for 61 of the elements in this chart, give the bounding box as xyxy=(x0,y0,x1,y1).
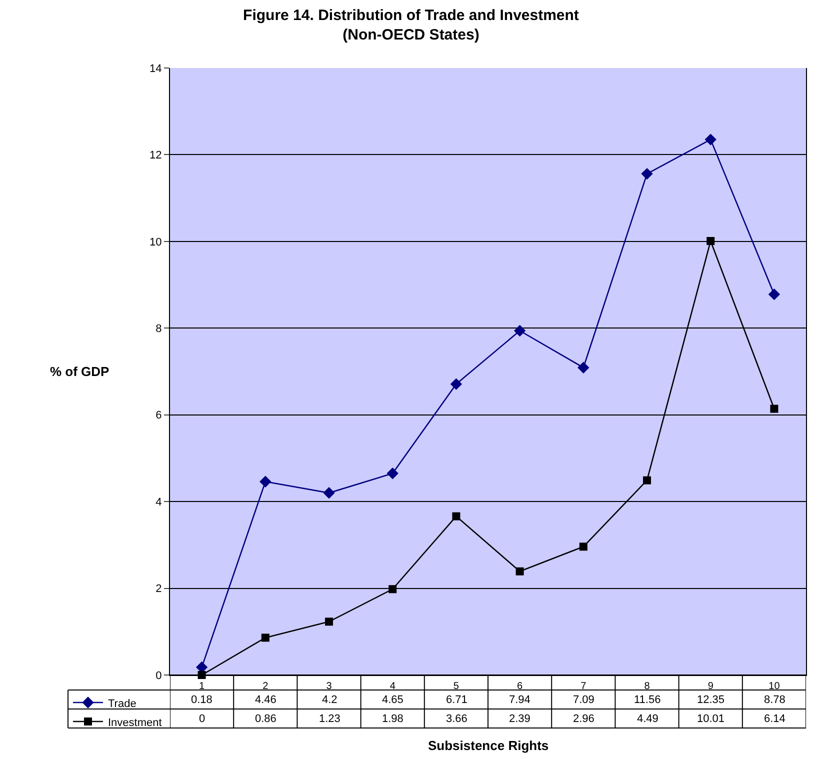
point xyxy=(450,378,462,390)
data-label: 7.09 xyxy=(573,694,594,706)
data-label: 2.39 xyxy=(509,713,530,725)
point xyxy=(770,404,778,413)
y-tick-label: 8 xyxy=(156,322,162,335)
y-tick-label: 2 xyxy=(156,583,162,596)
point xyxy=(643,476,651,484)
data-label: 3.66 xyxy=(446,713,468,725)
point xyxy=(578,362,590,374)
data-label: 2.96 xyxy=(573,713,594,725)
x-tick-label: 8 xyxy=(644,681,650,692)
y-axis-title: % of GDP xyxy=(50,364,110,379)
y-tick-label: 14 xyxy=(150,62,162,75)
point xyxy=(704,134,716,146)
point xyxy=(706,237,715,245)
point xyxy=(514,324,526,337)
data-label: 4.65 xyxy=(382,694,404,706)
point xyxy=(452,512,460,520)
chart-title: Figure 14. Distribution of Trade and Investment (Non-OECD States) xyxy=(243,7,579,44)
data-label: 0.86 xyxy=(255,713,276,725)
point xyxy=(325,618,333,626)
data-label: 8.78 xyxy=(764,694,786,706)
x-tick-label: 7 xyxy=(580,681,587,692)
x-tick-label: 6 xyxy=(517,681,524,692)
point xyxy=(323,487,335,499)
point xyxy=(579,542,588,551)
data-label: 4.2 xyxy=(322,694,338,706)
data-label: 1.23 xyxy=(319,713,340,725)
data-label: 11.56 xyxy=(634,694,661,706)
x-tick-label: 9 xyxy=(708,681,714,692)
data-label: 6.14 xyxy=(764,713,786,725)
data-label: 4.46 xyxy=(255,694,276,706)
data-label: 1.98 xyxy=(382,713,404,725)
point xyxy=(641,168,653,180)
data-label: 4.49 xyxy=(637,713,658,725)
x-tick-label: 4 xyxy=(390,681,396,692)
data-label: 0.18 xyxy=(191,694,212,706)
point xyxy=(516,567,524,576)
point xyxy=(261,634,270,642)
y-tick-label: 0 xyxy=(156,670,162,682)
x-tick-label: 10 xyxy=(768,681,780,692)
legend-label: Trade xyxy=(108,698,136,710)
point xyxy=(388,585,397,594)
y-tick-label: 12 xyxy=(150,150,162,162)
data-label: 0 xyxy=(199,713,206,725)
x-tick-label: 1 xyxy=(199,681,206,692)
x-tick-label: 3 xyxy=(326,681,332,692)
point xyxy=(260,476,272,488)
data-label: 6.71 xyxy=(446,694,468,706)
y-tick-label: 6 xyxy=(156,410,162,422)
data-label: 12.35 xyxy=(697,694,725,706)
point xyxy=(386,468,398,480)
point xyxy=(768,288,780,300)
legend-label: Investment xyxy=(108,716,162,729)
y-tick-label: 4 xyxy=(156,496,162,508)
x-axis-title: Subsistence Rights xyxy=(428,738,549,753)
x-tick-label: 5 xyxy=(453,681,460,692)
data-label: 7.94 xyxy=(509,694,530,706)
x-tick-label: 2 xyxy=(262,681,269,692)
y-tick-label: 10 xyxy=(150,236,162,248)
data-label: 10.01 xyxy=(697,713,725,725)
